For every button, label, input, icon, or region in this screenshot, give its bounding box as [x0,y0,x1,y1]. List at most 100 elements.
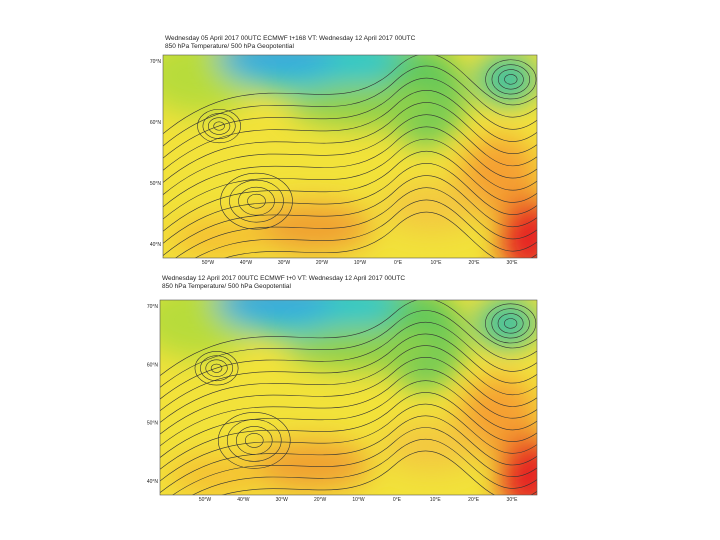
weather-map: Wednesday 05 April 2017 00UTC ECMWF t+16… [150,35,538,266]
lat-label: 40°N [147,479,159,485]
contour [160,345,537,424]
contour-loop [497,69,524,90]
lon-label: 10°W [352,497,365,503]
contour-loop [200,355,234,382]
map-frame [162,54,538,259]
map-subtitle: 850 hPa Temperature/ 500 hPa Geopotentia… [162,283,291,290]
contour-loop [220,172,293,230]
lat-label: 70°N [147,304,159,310]
lon-label: 30°W [276,497,289,503]
lon-label: 30°W [278,260,291,266]
contour [163,65,537,147]
contour-loop [238,186,275,216]
lon-label: 40°W [237,497,250,503]
contour-loop [504,74,518,85]
map-title: Wednesday 12 April 2017 00UTC ECMWF t+0 … [162,275,405,282]
color-blob [459,136,537,217]
color-blob [287,326,448,371]
contour [160,415,537,494]
contour-loop [235,426,273,455]
lon-label: 0°E [393,497,402,503]
contour-loop [197,108,242,144]
map-frame [159,299,538,496]
contour [160,357,537,435]
color-blob [215,55,336,75]
geopotential-contours [160,300,537,495]
lon-label: 40°W [240,260,253,266]
lon-label: 50°W [199,497,212,503]
contour [163,102,537,184]
contour [163,163,537,245]
lat-label: 70°N [150,59,162,65]
lat-label: 60°N [147,362,159,368]
contour-loop [247,193,266,209]
contour [163,77,537,159]
color-blobs [163,55,537,258]
lon-label: 20°E [468,497,480,503]
color-blob [476,300,537,349]
contour-loop [202,113,236,139]
contour [163,55,537,135]
lat-label: 50°N [147,421,159,427]
color-blob [250,440,371,491]
color-blob [499,197,537,258]
color-blob [169,217,270,258]
contour-loop [485,59,537,100]
contour [160,368,537,447]
lon-label: 50°W [202,260,215,266]
color-blob [288,83,449,128]
contour [175,187,537,258]
lon-label: 10°E [431,260,443,266]
lon-label: 10°W [354,260,367,266]
geopotential-contours [163,55,537,258]
lon-label: 20°W [316,260,329,266]
contour [194,199,537,258]
lon-label: 20°E [469,260,481,266]
contour-loop [194,351,239,386]
contour-loop [504,318,518,329]
contour [163,138,537,220]
contour [160,403,537,482]
lon-label: 10°E [430,497,442,503]
contour [163,175,537,257]
contour-loop [491,64,531,95]
lon-label: 0°E [394,260,403,266]
color-blob [381,421,482,472]
contour-loop [244,433,264,448]
contour [163,114,537,196]
temperature-field [160,300,537,495]
lon-label: 30°E [507,260,519,266]
contour [160,380,537,459]
weather-map: Wednesday 12 April 2017 00UTC ECMWF t+0 … [147,275,538,503]
contour [160,310,537,389]
contour-loop [226,419,282,462]
lat-label: 40°N [150,242,162,248]
contour [163,90,537,171]
contour-loop [205,359,228,377]
contour-loop [491,308,530,339]
color-blob [166,455,267,495]
contour-loop [208,117,231,135]
color-blob [477,55,537,105]
map-subtitle: 850 hPa Temperature/ 500 hPa Geopotentia… [165,43,294,50]
contour-loop [497,313,524,334]
map-title: Wednesday 05 April 2017 00UTC ECMWF t+16… [165,35,416,42]
contour [192,438,537,495]
color-blob [213,300,334,320]
contour [160,300,537,377]
color-blobs [160,300,537,495]
contour-loop [485,303,537,344]
contour [221,450,537,495]
contour [160,333,537,412]
lat-label: 60°N [150,120,162,126]
color-blob [499,435,537,495]
contour-loop [229,179,284,223]
color-blob [382,182,483,233]
lon-label: 30°E [507,497,519,503]
contour [160,321,537,400]
contour-loop [217,412,291,469]
contour-loop [213,121,225,131]
contour [172,427,537,495]
contour-loop [210,363,223,373]
